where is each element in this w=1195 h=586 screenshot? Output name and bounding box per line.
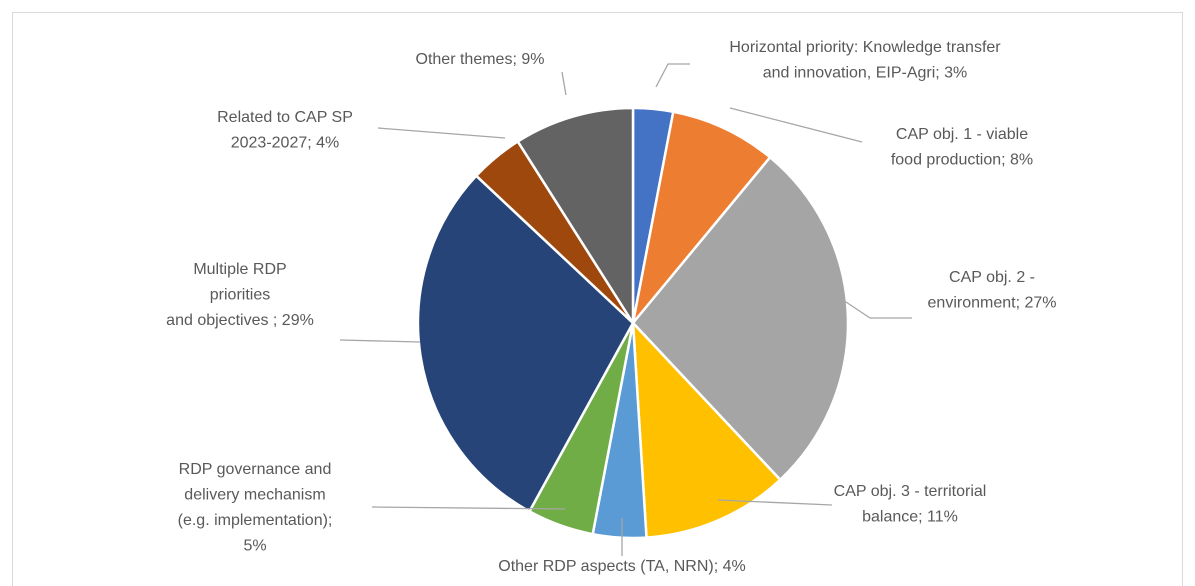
slice-label: and objectives ; 29%	[166, 312, 314, 329]
slice-label: (e.g. implementation);	[178, 512, 333, 529]
pie-slice	[516, 106, 635, 328]
pie-slice	[631, 110, 772, 324]
pie-slice	[631, 319, 782, 539]
slice-label: environment; 27%	[928, 295, 1057, 312]
leader-line	[377, 127, 506, 139]
leader-line	[371, 506, 566, 510]
slice-label: RDP governance and	[179, 461, 332, 478]
slice-label: delivery mechanism	[184, 487, 325, 504]
leader-line	[842, 299, 912, 319]
slice-label: Other RDP aspects (TA, NRN); 4%	[498, 558, 745, 575]
leader-line	[717, 499, 833, 506]
slice-label: Other themes; 9%	[416, 51, 545, 68]
leader-line	[339, 339, 421, 343]
slice-label: CAP obj. 2 -	[949, 269, 1035, 286]
slice-label: Horizontal priority: Knowledge transfer	[729, 39, 1001, 56]
slice-label: priorities	[210, 287, 270, 304]
slice-label: and innovation, EIP-Agri; 3%	[763, 65, 968, 82]
pie-slice	[631, 155, 850, 482]
slice-label: 5%	[243, 538, 266, 555]
slice-label: balance; 11%	[862, 509, 958, 526]
leader-line	[729, 107, 863, 143]
leader-line	[561, 71, 567, 96]
slice-label: Related to CAP SP	[217, 109, 353, 126]
slice-label: food production; 8%	[891, 152, 1033, 169]
slice-label: CAP obj. 1 - viable	[896, 126, 1028, 143]
slice-label: 2023-2027; 4%	[231, 135, 340, 152]
slice-label: Multiple RDP	[193, 261, 286, 278]
leader-line	[655, 63, 690, 88]
pie-slice	[416, 174, 635, 514]
slice-label: CAP obj. 3 - territorial	[834, 483, 987, 500]
